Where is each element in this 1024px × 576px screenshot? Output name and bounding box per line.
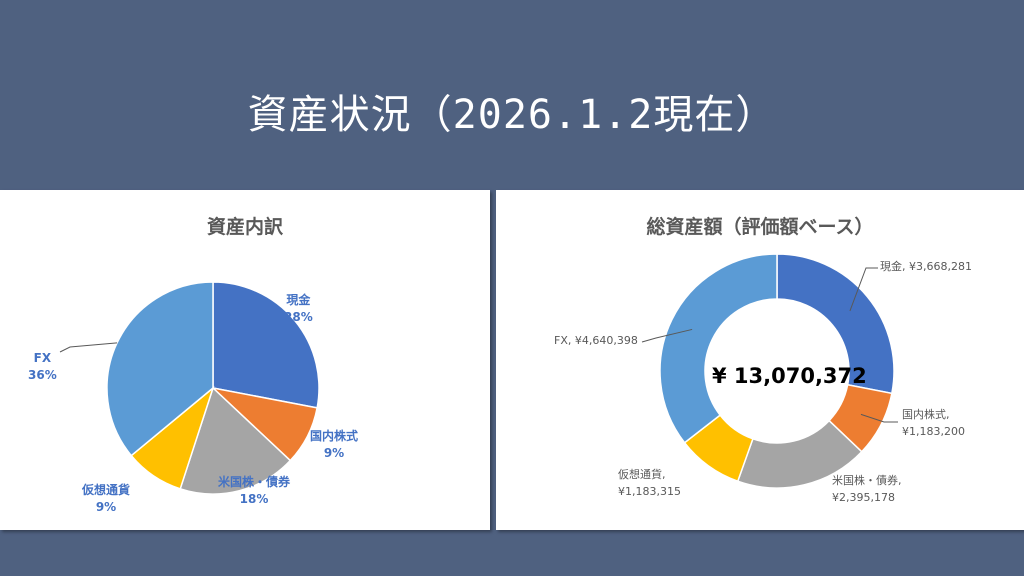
- donut-label-crypto: 仮想通貨, ¥1,183,315: [618, 468, 681, 498]
- donut-label-us-stock-bond-name: 米国株・債券: [832, 474, 898, 487]
- pie-label-cash-name: 現金: [286, 293, 311, 307]
- donut-chart-panel: 総資産額（評価額ベース） ¥ 13,070,372 現金, ¥3,668,281…: [496, 190, 1024, 530]
- pie-label-crypto-name: 仮想通貨: [82, 483, 131, 497]
- donut-label-crypto-value: ¥1,183,315: [618, 485, 681, 498]
- pie-label-cash-pct: 28%: [284, 310, 313, 324]
- slide-title: 資産状況（2026.1.2現在）: [247, 92, 777, 138]
- pie-chart: [59, 281, 320, 495]
- donut-slice-fx: [659, 253, 778, 444]
- pie-label-fx: FX 36%: [28, 350, 57, 384]
- pie-slice-fx: [106, 281, 214, 457]
- pie-label-crypto: 仮想通貨 9%: [82, 482, 130, 516]
- pie-slice-us-stock-bond: [179, 386, 292, 495]
- pie-slice-cash: [212, 281, 320, 409]
- pie-label-domestic-stock-pct: 9%: [323, 446, 345, 460]
- pie-label-domestic-stock-name: 国内株式: [310, 429, 359, 443]
- donut-leader-fx: [641, 328, 693, 343]
- pie-label-us-stock-bond-name: 米国株・債券: [218, 475, 291, 489]
- pie-label-crypto-pct: 9%: [95, 500, 117, 514]
- donut-label-fx-name: FX: [554, 334, 568, 347]
- donut-chart-title: 総資産額（評価額ベース）: [646, 216, 874, 238]
- pie-label-fx-name: FX: [33, 351, 52, 365]
- donut-label-us-stock-bond-value: ¥2,395,178: [832, 491, 895, 504]
- pie-label-us-stock-bond: 米国株・債券 18%: [218, 474, 290, 508]
- donut-label-fx-value: ¥4,640,398: [574, 334, 638, 347]
- pie-leader-fx: [59, 342, 118, 353]
- donut-center-total: ¥ 13,070,372: [712, 364, 867, 388]
- donut-chart: [641, 253, 898, 489]
- pie-label-fx-pct: 36%: [28, 368, 57, 382]
- donut-label-domestic-stock-value: ¥1,183,200: [902, 425, 965, 438]
- donut-slice-cash: [776, 253, 895, 395]
- donut-label-cash-name: 現金: [880, 260, 902, 273]
- pie-chart-title: 資産内訳: [206, 216, 283, 238]
- donut-label-cash: 現金, ¥3,668,281: [880, 260, 972, 273]
- donut-leader-domestic-stock: [860, 413, 898, 423]
- donut-label-us-stock-bond: 米国株・債券, ¥2,395,178: [832, 474, 902, 504]
- donut-label-cash-value: ¥3,668,281: [909, 260, 972, 273]
- pie-chart-panel: 資産内訳 現金 28% 国内株式 9% 米国株・債券 18% 仮想通貨 9% F…: [0, 190, 490, 530]
- donut-label-fx: FX, ¥4,640,398: [554, 334, 638, 347]
- pie-label-us-stock-bond-pct: 18%: [239, 492, 269, 506]
- donut-label-crypto-name: 仮想通貨: [618, 468, 662, 481]
- donut-leader-cash: [849, 267, 878, 312]
- pie-label-domestic-stock: 国内株式 9%: [310, 428, 358, 462]
- donut-label-domestic-stock: 国内株式, ¥1,183,200: [902, 408, 965, 438]
- pie-label-cash: 現金 28%: [284, 292, 313, 326]
- donut-label-domestic-stock-name: 国内株式: [902, 408, 946, 421]
